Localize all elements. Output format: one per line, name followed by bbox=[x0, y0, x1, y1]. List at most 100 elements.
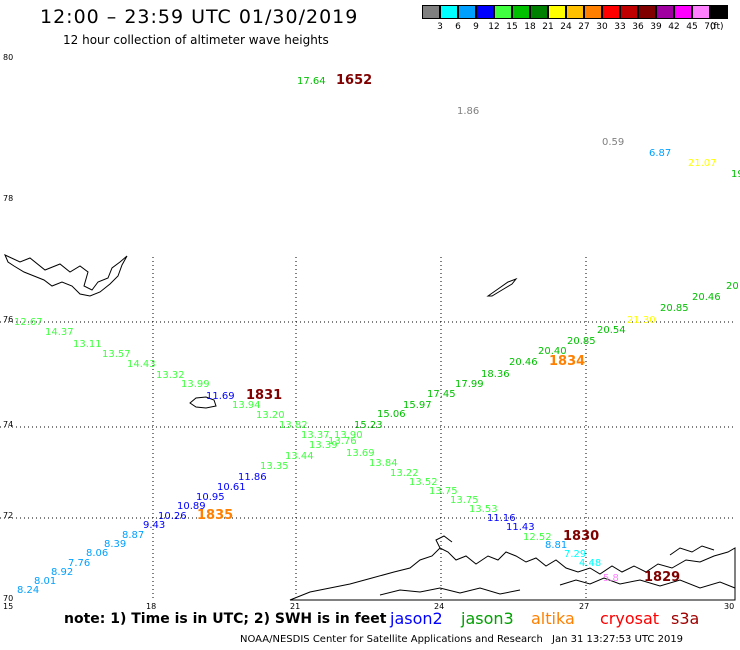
satellite-name-cryosat: cryosat bbox=[600, 609, 660, 628]
pass-time-label: 1834 bbox=[549, 354, 585, 369]
wave-height-value: 14.37 bbox=[45, 327, 74, 338]
satellite-name-jason3: jason3 bbox=[461, 609, 514, 628]
legend-label: 6 bbox=[455, 22, 461, 32]
wave-height-value: 12.67 bbox=[14, 317, 43, 328]
wave-height-value: 0.59 bbox=[602, 137, 624, 148]
note-text: note: 1) Time is in UTC; 2) SWH is in fe… bbox=[64, 611, 387, 627]
legend-label: 30 bbox=[596, 22, 608, 32]
legend-swatch bbox=[440, 5, 458, 19]
legend-label: 12 bbox=[488, 22, 500, 32]
legend-label: 3 bbox=[437, 22, 443, 32]
wave-height-value: 21.07 bbox=[688, 158, 717, 169]
wave-height-value: 20.46 bbox=[692, 292, 721, 303]
wave-height-value: 8.81 bbox=[545, 540, 567, 551]
wave-height-value: 13.44 bbox=[285, 451, 314, 462]
wave-height-value: 13.35 bbox=[260, 461, 289, 472]
legend-swatch bbox=[566, 5, 584, 19]
wave-height-value: 13.69 bbox=[346, 448, 375, 459]
legend-swatch bbox=[476, 5, 494, 19]
wave-height-value: 14.43 bbox=[127, 359, 156, 370]
pass-time-label: 1652 bbox=[336, 73, 372, 88]
wave-height-value: 7.29 bbox=[564, 549, 586, 560]
legend-swatch bbox=[602, 5, 620, 19]
legend-swatch bbox=[710, 5, 728, 19]
wave-height-value: 13.32 bbox=[156, 370, 185, 381]
wave-height-value: 21.30 bbox=[627, 315, 656, 326]
wave-height-value: 13.75 bbox=[429, 486, 458, 497]
wave-height-value: 20.46 bbox=[509, 357, 538, 368]
legend-label: 39 bbox=[650, 22, 662, 32]
wave-height-value: 13.53 bbox=[469, 504, 498, 515]
wave-height-value: 8.92 bbox=[51, 567, 73, 578]
longitude-label: 21 bbox=[290, 602, 300, 611]
latitude-label: 76 bbox=[3, 315, 13, 324]
legend-label: 27 bbox=[578, 22, 590, 32]
legend-swatch bbox=[530, 5, 548, 19]
wave-height-value: 11.69 bbox=[206, 391, 235, 402]
latitude-label: 74 bbox=[3, 420, 13, 429]
wave-height-value: 13.11 bbox=[73, 339, 102, 350]
latitude-label: 70 bbox=[3, 594, 13, 603]
wave-height-value: 7.76 bbox=[68, 558, 90, 569]
legend-swatch bbox=[584, 5, 602, 19]
page-title: 12:00 – 23:59 UTC 01/30/2019 bbox=[40, 6, 359, 28]
legend-swatch bbox=[494, 5, 512, 19]
wave-height-value: 20.40 bbox=[538, 346, 567, 357]
pass-time-label: 1831 bbox=[246, 388, 282, 403]
legend-label: 18 bbox=[524, 22, 536, 32]
coastline bbox=[4, 253, 736, 601]
longitude-label: 15 bbox=[3, 602, 13, 611]
map-grid bbox=[0, 257, 735, 600]
longitude-label: 24 bbox=[434, 602, 444, 611]
page-subtitle: 12 hour collection of altimeter wave hei… bbox=[63, 33, 329, 47]
pass-time-label: 1835 bbox=[197, 508, 233, 523]
legend-label: 42 bbox=[668, 22, 680, 32]
legend-swatch bbox=[458, 5, 476, 19]
latitude-label: 80 bbox=[3, 53, 13, 62]
wave-height-value: 11.43 bbox=[506, 522, 535, 533]
legend-unit: (ft) bbox=[710, 22, 724, 32]
wave-height-value: 19 bbox=[731, 169, 740, 180]
wave-height-value: 13.37 bbox=[301, 430, 330, 441]
wave-height-value: 11.86 bbox=[238, 472, 267, 483]
wave-height-value: 8.24 bbox=[17, 585, 39, 596]
latitude-label: 72 bbox=[3, 511, 13, 520]
wave-height-value: 17.45 bbox=[427, 389, 456, 400]
wave-height-value: 11.16 bbox=[487, 513, 516, 524]
footer-credit: NOAA/NESDIS Center for Satellite Applica… bbox=[240, 634, 543, 645]
wave-height-value: 13.76 bbox=[328, 436, 357, 447]
wave-height-value: 20 bbox=[726, 281, 739, 292]
wave-height-value: 9.43 bbox=[143, 520, 165, 531]
wave-height-value: 8.39 bbox=[104, 539, 126, 550]
wave-height-value: 10.26 bbox=[158, 511, 187, 522]
legend-swatch bbox=[674, 5, 692, 19]
legend-label: 15 bbox=[506, 22, 518, 32]
wave-height-value: 13.75 bbox=[450, 495, 479, 506]
satellite-name-altika: altika bbox=[531, 609, 575, 628]
wave-height-value: 13.20 bbox=[256, 410, 285, 421]
satellite-name-jason2: jason2 bbox=[390, 609, 443, 628]
wave-height-value: 17.64 bbox=[297, 76, 326, 87]
latitude-label: 78 bbox=[3, 194, 13, 203]
pass-time-label: 1830 bbox=[563, 529, 599, 544]
longitude-labels: 15 18 21 24 27 30 bbox=[3, 602, 734, 611]
legend-label: 24 bbox=[560, 22, 572, 32]
legend-swatch bbox=[548, 5, 566, 19]
wave-height-value: 13.82 bbox=[279, 420, 308, 431]
wave-height-value: 20.54 bbox=[597, 325, 626, 336]
legend-label: 33 bbox=[614, 22, 626, 32]
legend-swatch bbox=[620, 5, 638, 19]
wave-height-value: 8.87 bbox=[122, 530, 144, 541]
footer-timestamp: Jan 31 13:27:53 UTC 2019 bbox=[552, 634, 684, 645]
legend-swatch bbox=[512, 5, 530, 19]
legend-label: 9 bbox=[473, 22, 479, 32]
wave-height-value: 8.06 bbox=[86, 548, 108, 559]
wave-height-value: 5.8 bbox=[603, 573, 619, 584]
wave-height-value: 13.22 bbox=[390, 468, 419, 479]
wave-height-value: 4.48 bbox=[579, 558, 601, 569]
wave-height-value: 10.95 bbox=[196, 492, 225, 503]
longitude-label: 18 bbox=[146, 602, 156, 611]
wave-height-value: 15.23 bbox=[354, 420, 383, 431]
legend-swatch bbox=[656, 5, 674, 19]
